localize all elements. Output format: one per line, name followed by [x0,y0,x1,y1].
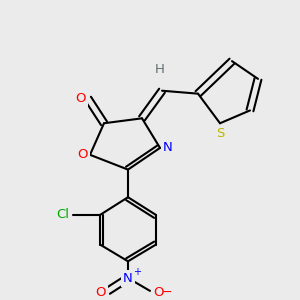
Text: O: O [76,92,86,105]
Text: +: + [133,267,141,277]
Text: S: S [216,127,224,140]
Text: O: O [153,286,163,299]
Text: N: N [163,141,173,154]
Text: Cl: Cl [56,208,70,221]
Text: H: H [155,62,165,76]
Text: O: O [78,148,88,161]
Text: N: N [123,272,133,285]
Text: −: − [162,286,172,299]
Text: O: O [96,286,106,299]
